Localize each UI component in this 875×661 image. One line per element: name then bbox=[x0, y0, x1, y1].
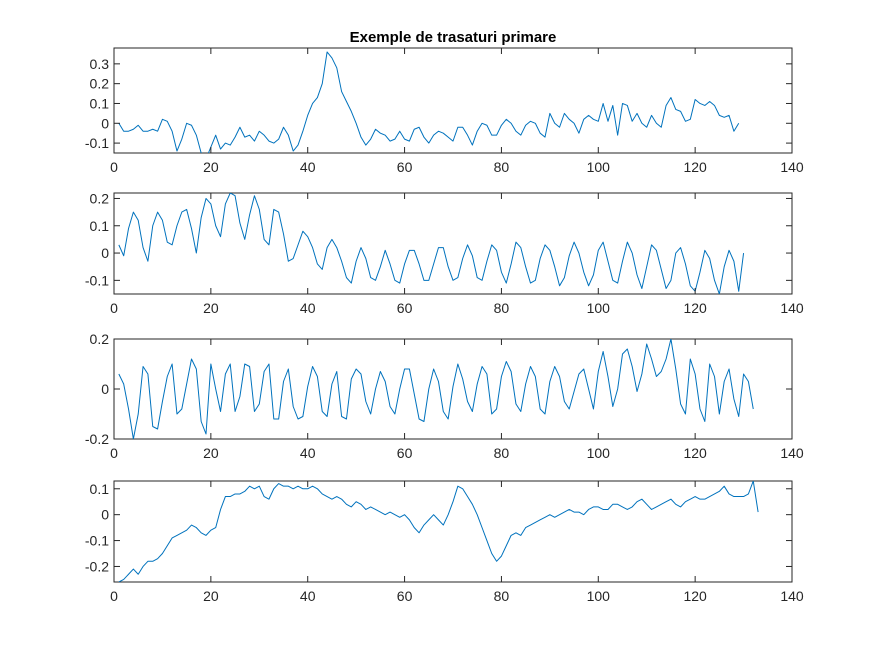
subplot-2: 0 20 40 60 80 100 120 140-0.100.10.2 bbox=[85, 190, 804, 316]
x-tick-label: 20 bbox=[203, 445, 219, 461]
x-tick-label: 120 bbox=[683, 445, 707, 461]
subplot-1-series-line bbox=[118, 51, 740, 153]
x-tick-label: 140 bbox=[780, 445, 804, 461]
y-tick-label: 0 bbox=[101, 381, 109, 397]
x-tick-label: 60 bbox=[397, 159, 413, 175]
subplot-3: 0 20 40 60 80 100 120 140-0.200.2 bbox=[85, 331, 804, 461]
x-tick-label: 140 bbox=[780, 300, 804, 316]
subplot-1: 0 20 40 60 80 100 120 140-0.100.10.20.3 bbox=[85, 47, 804, 175]
subplot-4-axes bbox=[113, 480, 793, 583]
subplot-4: 0 20 40 60 80 100 120 140 -0.2 -0.1 0 0.1 bbox=[85, 480, 804, 604]
x-tick-label: 80 bbox=[494, 588, 510, 604]
x-tick-label: 140 bbox=[780, 159, 804, 175]
subplot-3-series-line bbox=[118, 339, 754, 439]
x-tick-label: 120 bbox=[683, 300, 707, 316]
x-tick-label: 40 bbox=[300, 588, 316, 604]
chart-title: Exemple de trasaturi primare bbox=[350, 29, 557, 46]
y-tick-label: -0.2 bbox=[85, 558, 109, 574]
x-tick-label: 0 bbox=[110, 159, 118, 175]
y-tick-label: -0.1 bbox=[85, 272, 109, 288]
y-tick-label: 0.1 bbox=[90, 218, 110, 234]
subplot-2-series-line bbox=[118, 193, 745, 294]
x-tick-label: 20 bbox=[203, 588, 219, 604]
x-tick-label: 60 bbox=[397, 445, 413, 461]
y-tick-label: 0 bbox=[101, 507, 109, 523]
x-tick-label: 80 bbox=[494, 300, 510, 316]
x-tick-label: 20 bbox=[203, 159, 219, 175]
y-tick-label: -0.2 bbox=[85, 431, 109, 447]
y-tick-label: 0.1 bbox=[90, 481, 110, 497]
x-tick-label: 0 bbox=[110, 445, 118, 461]
x-tick-label: 100 bbox=[587, 159, 611, 175]
x-tick-label: 0 bbox=[110, 300, 118, 316]
subplot-4-series-line bbox=[118, 481, 759, 582]
y-tick-label: -0.1 bbox=[85, 533, 109, 549]
subplot-2-axes bbox=[113, 192, 793, 295]
x-tick-label: 20 bbox=[203, 300, 219, 316]
y-tick-label: 0 bbox=[101, 115, 109, 131]
x-tick-label: 100 bbox=[587, 588, 611, 604]
y-tick-label: -0.1 bbox=[85, 135, 109, 151]
x-tick-label: 40 bbox=[300, 159, 316, 175]
subplot-1-axes bbox=[113, 47, 793, 154]
y-tick-label: 0.2 bbox=[90, 190, 110, 206]
y-tick-label: 0.1 bbox=[90, 95, 110, 111]
y-tick-label: 0 bbox=[101, 245, 109, 261]
y-tick-label: 0.2 bbox=[90, 331, 110, 347]
x-tick-label: 140 bbox=[780, 588, 804, 604]
x-tick-label: 80 bbox=[494, 159, 510, 175]
x-tick-label: 0 bbox=[110, 588, 118, 604]
x-tick-label: 80 bbox=[494, 445, 510, 461]
y-tick-label: 0.2 bbox=[90, 76, 110, 92]
x-tick-label: 120 bbox=[683, 588, 707, 604]
x-tick-label: 100 bbox=[587, 445, 611, 461]
y-tick-label: 0.3 bbox=[90, 56, 110, 72]
x-tick-label: 40 bbox=[300, 445, 316, 461]
x-tick-label: 60 bbox=[397, 300, 413, 316]
x-tick-label: 120 bbox=[683, 159, 707, 175]
x-tick-label: 40 bbox=[300, 300, 316, 316]
x-tick-label: 100 bbox=[587, 300, 611, 316]
x-tick-label: 60 bbox=[397, 588, 413, 604]
